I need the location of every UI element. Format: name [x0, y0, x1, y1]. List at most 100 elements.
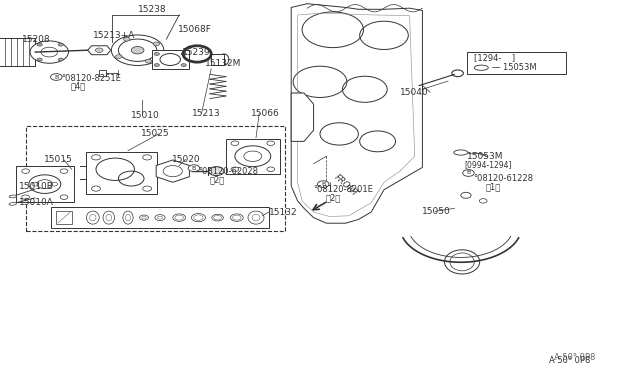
Text: B: B — [321, 182, 325, 187]
Polygon shape — [88, 46, 111, 55]
Text: 15068F: 15068F — [178, 25, 212, 34]
Circle shape — [181, 52, 186, 55]
Circle shape — [173, 214, 186, 221]
Text: — 15053M: — 15053M — [492, 63, 536, 72]
Circle shape — [37, 58, 42, 61]
Circle shape — [188, 165, 200, 171]
Polygon shape — [467, 52, 566, 74]
Polygon shape — [16, 167, 74, 202]
Circle shape — [194, 215, 203, 220]
Polygon shape — [51, 208, 269, 228]
Text: 15238: 15238 — [138, 5, 166, 14]
Circle shape — [463, 170, 474, 176]
Text: 15132M: 15132M — [205, 59, 241, 68]
Text: （1）: （1） — [485, 182, 500, 191]
Polygon shape — [291, 93, 314, 141]
Ellipse shape — [444, 250, 480, 274]
Text: 15053M: 15053M — [467, 153, 504, 161]
Polygon shape — [211, 54, 224, 65]
Circle shape — [155, 215, 165, 221]
Text: 15239: 15239 — [182, 48, 211, 57]
Circle shape — [317, 181, 329, 187]
Text: 15020: 15020 — [172, 155, 200, 164]
Text: [1294-    ]: [1294- ] — [474, 54, 515, 62]
Text: 15015: 15015 — [44, 155, 72, 164]
Ellipse shape — [111, 35, 164, 65]
Ellipse shape — [86, 211, 99, 224]
Circle shape — [145, 59, 152, 63]
Text: 15213: 15213 — [192, 109, 221, 118]
Circle shape — [461, 192, 471, 198]
Text: 15025: 15025 — [141, 129, 170, 138]
Text: B: B — [54, 74, 58, 80]
Ellipse shape — [252, 214, 260, 221]
Ellipse shape — [106, 214, 112, 221]
Text: 15010: 15010 — [131, 111, 160, 120]
Text: [0994-1294]: [0994-1294] — [464, 160, 511, 169]
Text: °08120-62028: °08120-62028 — [198, 167, 259, 176]
Circle shape — [124, 38, 130, 41]
Circle shape — [154, 64, 159, 67]
Circle shape — [131, 46, 144, 54]
Circle shape — [230, 214, 243, 221]
Circle shape — [142, 217, 147, 219]
Ellipse shape — [123, 211, 133, 224]
Polygon shape — [291, 4, 422, 223]
Text: 15050: 15050 — [422, 207, 451, 216]
Circle shape — [232, 215, 241, 220]
Polygon shape — [86, 152, 157, 194]
Text: B: B — [192, 166, 196, 171]
Circle shape — [153, 42, 159, 46]
Circle shape — [212, 214, 223, 221]
Ellipse shape — [9, 202, 17, 205]
Ellipse shape — [103, 211, 115, 224]
Text: （2）: （2） — [210, 176, 225, 185]
Circle shape — [214, 215, 221, 220]
Text: A·50° 0P8: A·50° 0P8 — [554, 353, 595, 362]
Ellipse shape — [90, 214, 96, 221]
Polygon shape — [0, 38, 35, 66]
Circle shape — [41, 47, 58, 57]
Ellipse shape — [125, 214, 131, 221]
Ellipse shape — [454, 150, 468, 155]
Circle shape — [58, 43, 63, 46]
Circle shape — [58, 58, 63, 61]
Text: B: B — [467, 170, 470, 176]
Text: 15208: 15208 — [22, 35, 51, 44]
Polygon shape — [156, 160, 189, 182]
Circle shape — [479, 199, 487, 203]
Circle shape — [191, 214, 205, 222]
Polygon shape — [56, 211, 72, 224]
Circle shape — [140, 215, 148, 220]
Circle shape — [95, 48, 103, 52]
Text: 15066: 15066 — [251, 109, 280, 118]
Ellipse shape — [474, 65, 488, 70]
Text: °08120-8201E: °08120-8201E — [314, 185, 374, 194]
Circle shape — [157, 216, 163, 219]
Text: °08120-8251E: °08120-8251E — [61, 74, 121, 83]
Text: °08120-61228: °08120-61228 — [474, 174, 534, 183]
Text: 15010A: 15010A — [19, 198, 54, 207]
Text: FRONT: FRONT — [333, 173, 360, 199]
Text: 15010B: 15010B — [19, 182, 54, 191]
Text: 15213+A: 15213+A — [93, 31, 135, 40]
Circle shape — [51, 74, 62, 80]
Ellipse shape — [118, 39, 157, 61]
Polygon shape — [226, 139, 280, 174]
Ellipse shape — [219, 54, 229, 65]
Circle shape — [154, 52, 159, 55]
Circle shape — [209, 167, 224, 176]
Circle shape — [116, 55, 122, 58]
Text: A·50° 0P8: A·50° 0P8 — [549, 356, 591, 365]
Ellipse shape — [248, 211, 264, 224]
Ellipse shape — [9, 195, 17, 198]
Circle shape — [181, 64, 186, 67]
Text: （2）: （2） — [325, 193, 340, 202]
Text: 15040: 15040 — [400, 88, 429, 97]
Text: 15132: 15132 — [269, 208, 298, 217]
Circle shape — [160, 54, 180, 65]
Polygon shape — [99, 70, 106, 76]
Circle shape — [175, 215, 184, 220]
Circle shape — [30, 41, 68, 63]
Circle shape — [37, 43, 42, 46]
